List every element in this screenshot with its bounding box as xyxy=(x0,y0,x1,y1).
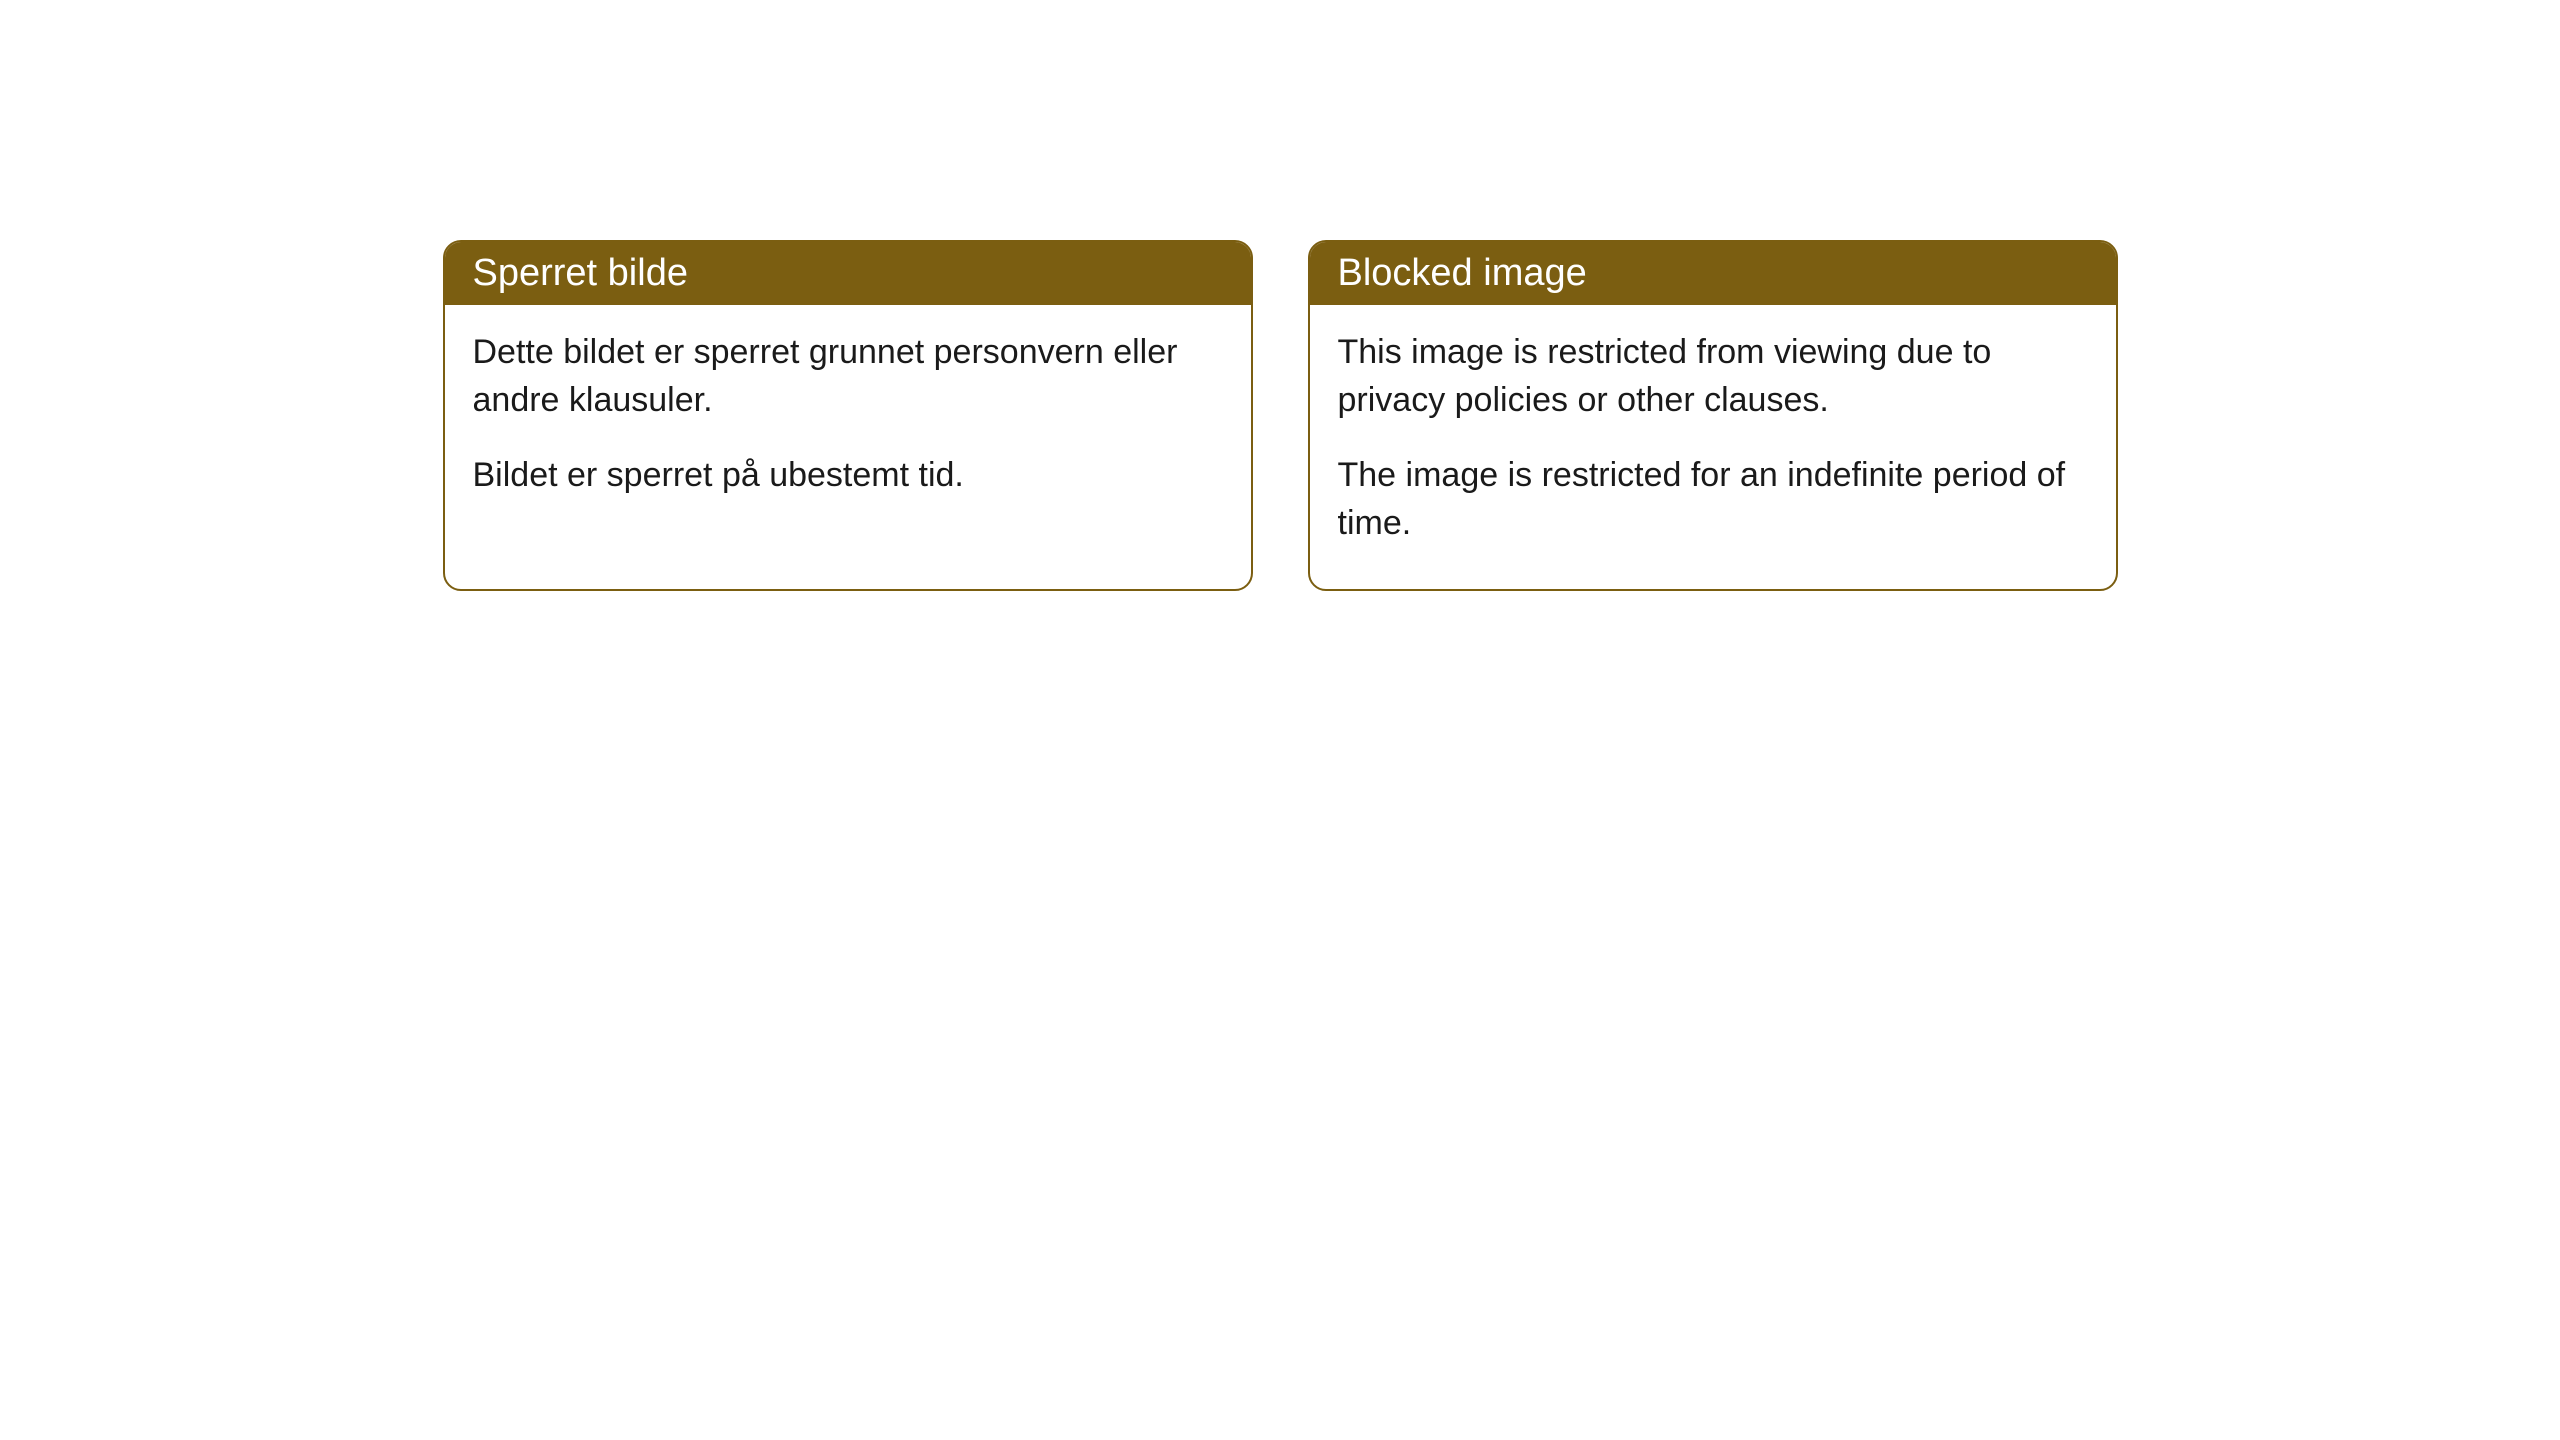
card-paragraph-2: The image is restricted for an indefinit… xyxy=(1338,452,2088,547)
blocked-image-card-english: Blocked image This image is restricted f… xyxy=(1308,240,2118,591)
card-paragraph-2: Bildet er sperret på ubestemt tid. xyxy=(473,452,1223,500)
card-title: Sperret bilde xyxy=(473,252,688,294)
card-header-norwegian: Sperret bilde xyxy=(445,242,1251,305)
card-paragraph-1: This image is restricted from viewing du… xyxy=(1338,329,2088,424)
card-paragraph-1: Dette bildet er sperret grunnet personve… xyxy=(473,329,1223,424)
card-header-english: Blocked image xyxy=(1310,242,2116,305)
blocked-image-card-norwegian: Sperret bilde Dette bildet er sperret gr… xyxy=(443,240,1253,591)
notice-cards-container: Sperret bilde Dette bildet er sperret gr… xyxy=(0,240,2560,591)
card-body-norwegian: Dette bildet er sperret grunnet personve… xyxy=(445,305,1251,542)
card-title: Blocked image xyxy=(1338,252,1587,294)
card-body-english: This image is restricted from viewing du… xyxy=(1310,305,2116,589)
